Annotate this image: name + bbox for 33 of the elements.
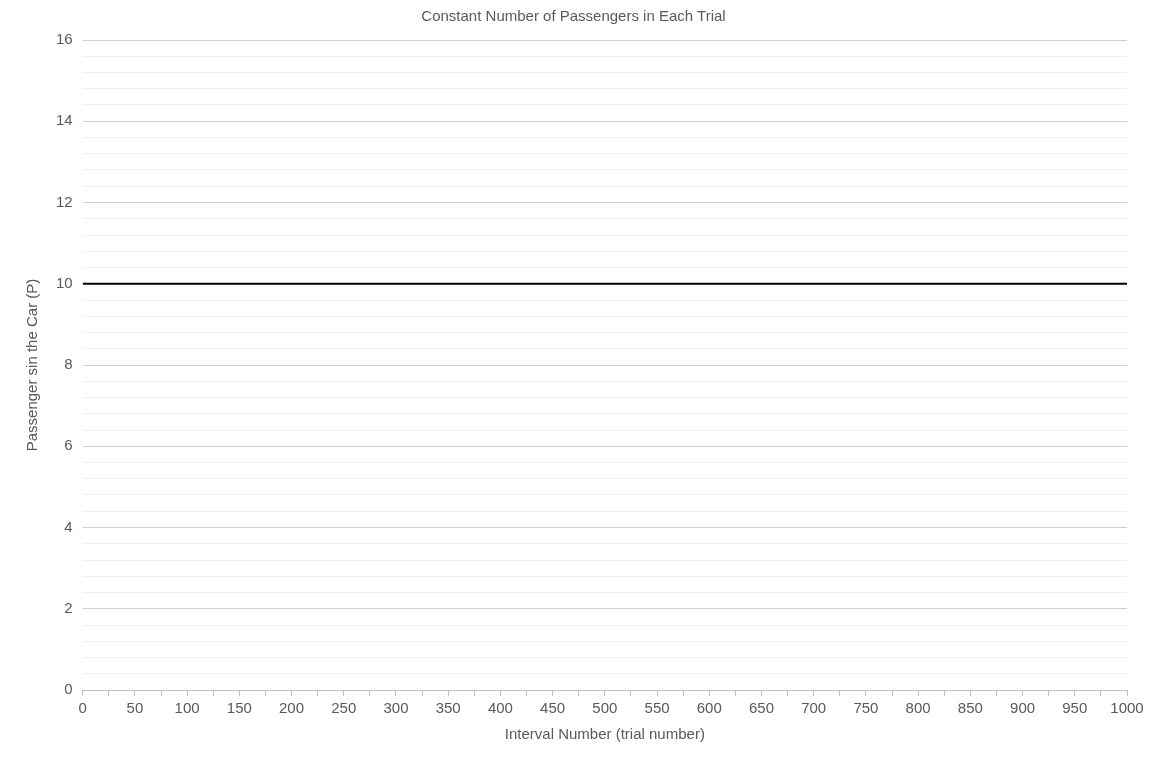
x-tick-label: 700 <box>801 699 827 717</box>
y-tick-label: 8 <box>64 355 73 373</box>
y-tick-label: 2 <box>64 598 73 616</box>
y-tick-label: 14 <box>56 111 73 129</box>
y-tick-label: 16 <box>56 30 73 48</box>
chart-title: Constant Number of Passengers in Each Trial <box>421 7 726 25</box>
x-axis-title: Interval Number (trial number) <box>504 725 705 743</box>
x-tick-label: 1000 <box>1110 699 1144 717</box>
x-tick-label: 600 <box>696 699 722 717</box>
x-tick-label: 200 <box>279 699 305 717</box>
x-tick-label: 450 <box>540 699 566 717</box>
x-tick-label: 550 <box>644 699 670 717</box>
x-tick-label: 350 <box>435 699 461 717</box>
x-tick-label: 900 <box>1010 699 1036 717</box>
x-tick-label: 50 <box>126 699 144 717</box>
x-tick-label: 750 <box>853 699 879 717</box>
x-tick-label: 650 <box>748 699 775 717</box>
x-tick-label: 150 <box>226 699 252 717</box>
x-tick-label: 300 <box>383 699 409 717</box>
y-tick-label: 0 <box>64 680 73 698</box>
x-tick-label: 400 <box>487 699 513 717</box>
y-axis-title: Passenger sin the Car (P) <box>23 278 41 452</box>
x-tick-label: 250 <box>331 699 357 717</box>
y-tick-label: 12 <box>56 192 73 210</box>
x-tick-label: 950 <box>1062 699 1088 717</box>
y-tick-label: 10 <box>56 273 73 291</box>
x-tick-label: 0 <box>78 699 87 717</box>
y-tick-label: 4 <box>64 517 73 535</box>
x-tick-label: 850 <box>957 699 983 717</box>
x-tick-label: 100 <box>174 699 200 717</box>
y-tick-label: 6 <box>64 436 73 454</box>
x-tick-label: 800 <box>905 699 931 717</box>
x-tick-label: 500 <box>592 699 618 717</box>
